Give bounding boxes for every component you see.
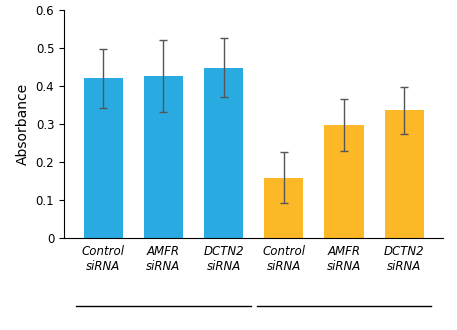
- Bar: [264, 178, 303, 238]
- Bar: [84, 78, 122, 238]
- Bar: [385, 111, 424, 238]
- Y-axis label: Absorbance: Absorbance: [16, 83, 30, 165]
- Bar: [204, 68, 243, 238]
- Bar: [324, 125, 363, 238]
- Bar: [144, 76, 183, 238]
